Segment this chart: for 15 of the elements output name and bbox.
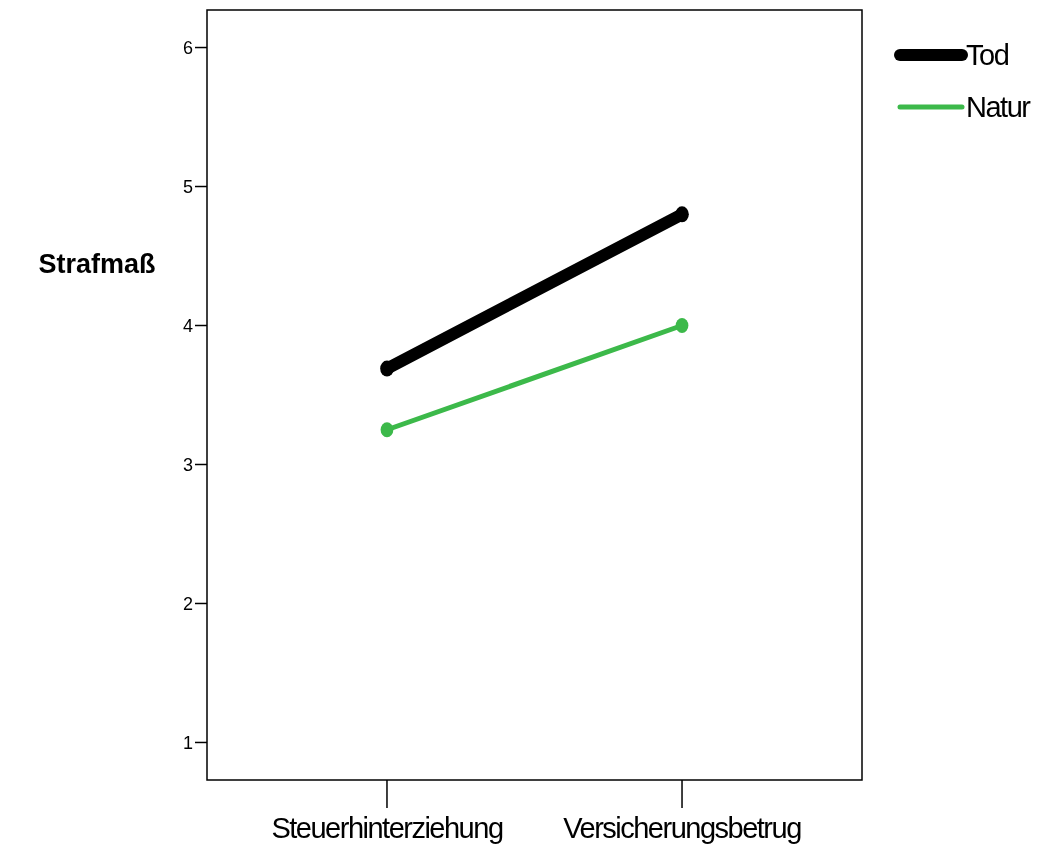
y-axis-title: Strafmaß: [38, 249, 156, 279]
y-tick-label: 4: [182, 315, 193, 336]
y-tick-label: 2: [182, 593, 193, 614]
y-tick-label: 3: [182, 454, 193, 475]
point: [380, 422, 394, 438]
point: [675, 318, 689, 334]
y-tick-label: 1: [182, 732, 193, 753]
legend-label: Tod: [966, 39, 1009, 72]
point: [675, 206, 689, 223]
legend-label: Natur: [966, 91, 1032, 124]
x-tick-label: Versicherungsbetrug: [563, 812, 802, 844]
point: [380, 360, 394, 377]
y-tick-label: 6: [182, 37, 193, 58]
y-tick-label: 5: [182, 176, 193, 197]
x-tick-label: Steuerhinterziehung: [271, 812, 503, 844]
